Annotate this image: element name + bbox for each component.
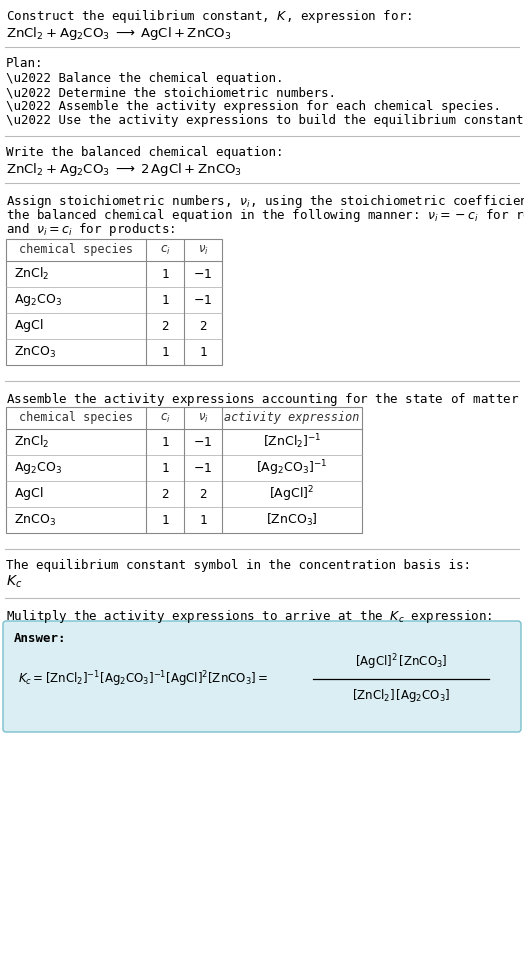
Text: 1: 1 bbox=[161, 461, 169, 475]
Text: $c_i$: $c_i$ bbox=[160, 412, 170, 425]
Text: Construct the equilibrium constant, $K$, expression for:: Construct the equilibrium constant, $K$,… bbox=[6, 8, 412, 25]
Text: $\mathrm{ZnCl_2}$: $\mathrm{ZnCl_2}$ bbox=[14, 266, 49, 282]
Text: $\mathrm{ZnCO_3}$: $\mathrm{ZnCO_3}$ bbox=[14, 345, 56, 360]
Text: $-1$: $-1$ bbox=[193, 461, 213, 475]
Text: 1: 1 bbox=[199, 345, 207, 359]
Text: \u2022 Assemble the activity expression for each chemical species.: \u2022 Assemble the activity expression … bbox=[6, 100, 501, 113]
Text: $K_c = [\mathrm{ZnCl_2}]^{-1} [\mathrm{Ag_2CO_3}]^{-1} [\mathrm{AgCl}]^{2} [\mat: $K_c = [\mathrm{ZnCl_2}]^{-1} [\mathrm{A… bbox=[18, 669, 268, 689]
Text: the balanced chemical equation in the following manner: $\nu_i = -c_i$ for react: the balanced chemical equation in the fo… bbox=[6, 207, 524, 224]
Text: 2: 2 bbox=[161, 320, 169, 332]
Text: $\mathrm{ZnCl_2 + Ag_2CO_3 \;\longrightarrow\; AgCl + ZnCO_3}$: $\mathrm{ZnCl_2 + Ag_2CO_3 \;\longrighta… bbox=[6, 25, 232, 42]
Text: $[\mathrm{ZnCl_2}]^{-1}$: $[\mathrm{ZnCl_2}]^{-1}$ bbox=[263, 433, 321, 452]
Bar bbox=[6, 407, 362, 533]
Text: and $\nu_i = c_i$ for products:: and $\nu_i = c_i$ for products: bbox=[6, 221, 175, 238]
Text: $\nu_i$: $\nu_i$ bbox=[198, 412, 209, 425]
Text: $\mathrm{AgCl}$: $\mathrm{AgCl}$ bbox=[14, 485, 43, 502]
Text: Answer:: Answer: bbox=[14, 632, 67, 645]
Text: $\mathrm{ZnCl_2 + Ag_2CO_3 \;\longrightarrow\; 2\,AgCl + ZnCO_3}$: $\mathrm{ZnCl_2 + Ag_2CO_3 \;\longrighta… bbox=[6, 161, 242, 178]
Text: $[\mathrm{AgCl}]^{2}$: $[\mathrm{AgCl}]^{2}$ bbox=[269, 484, 314, 503]
Text: Plan:: Plan: bbox=[6, 57, 43, 70]
Text: $[\mathrm{AgCl}]^{2}\,[\mathrm{ZnCO_3}]$: $[\mathrm{AgCl}]^{2}\,[\mathrm{ZnCO_3}]$ bbox=[355, 653, 447, 672]
Text: \u2022 Balance the chemical equation.: \u2022 Balance the chemical equation. bbox=[6, 72, 283, 85]
Text: \u2022 Determine the stoichiometric numbers.: \u2022 Determine the stoichiometric numb… bbox=[6, 86, 336, 99]
Text: $K_c$: $K_c$ bbox=[6, 574, 23, 590]
Text: $-1$: $-1$ bbox=[193, 294, 213, 306]
Text: 1: 1 bbox=[161, 514, 169, 526]
Text: 1: 1 bbox=[161, 345, 169, 359]
Text: $\nu_i$: $\nu_i$ bbox=[198, 243, 209, 256]
Text: 2: 2 bbox=[199, 487, 207, 501]
Text: \u2022 Use the activity expressions to build the equilibrium constant expression: \u2022 Use the activity expressions to b… bbox=[6, 114, 524, 127]
Text: Write the balanced chemical equation:: Write the balanced chemical equation: bbox=[6, 146, 283, 159]
Text: $\mathrm{Ag_2CO_3}$: $\mathrm{Ag_2CO_3}$ bbox=[14, 460, 62, 476]
Text: 2: 2 bbox=[161, 487, 169, 501]
Bar bbox=[6, 239, 222, 365]
Text: $[\mathrm{Ag_2CO_3}]^{-1}$: $[\mathrm{Ag_2CO_3}]^{-1}$ bbox=[256, 458, 328, 478]
Text: 1: 1 bbox=[161, 294, 169, 306]
Text: $\mathrm{AgCl}$: $\mathrm{AgCl}$ bbox=[14, 318, 43, 335]
Text: $c_i$: $c_i$ bbox=[160, 243, 170, 256]
Text: chemical species: chemical species bbox=[19, 412, 133, 425]
Text: 1: 1 bbox=[199, 514, 207, 526]
Text: $\mathrm{ZnCO_3}$: $\mathrm{ZnCO_3}$ bbox=[14, 512, 56, 527]
Text: $-1$: $-1$ bbox=[193, 268, 213, 280]
Text: 1: 1 bbox=[161, 435, 169, 449]
Text: $\mathrm{ZnCl_2}$: $\mathrm{ZnCl_2}$ bbox=[14, 434, 49, 450]
Text: chemical species: chemical species bbox=[19, 243, 133, 256]
FancyBboxPatch shape bbox=[3, 621, 521, 732]
Text: Mulitply the activity expressions to arrive at the $K_c$ expression:: Mulitply the activity expressions to arr… bbox=[6, 608, 493, 625]
Text: $[\mathrm{ZnCl_2}]\,[\mathrm{Ag_2CO_3}]$: $[\mathrm{ZnCl_2}]\,[\mathrm{Ag_2CO_3}]$ bbox=[352, 687, 450, 704]
Text: The equilibrium constant symbol in the concentration basis is:: The equilibrium constant symbol in the c… bbox=[6, 559, 471, 572]
Text: $\mathrm{Ag_2CO_3}$: $\mathrm{Ag_2CO_3}$ bbox=[14, 292, 62, 308]
Text: 2: 2 bbox=[199, 320, 207, 332]
Text: $[\mathrm{ZnCO_3}]$: $[\mathrm{ZnCO_3}]$ bbox=[266, 512, 318, 528]
Text: $-1$: $-1$ bbox=[193, 435, 213, 449]
Text: activity expression: activity expression bbox=[224, 412, 359, 425]
Text: 1: 1 bbox=[161, 268, 169, 280]
Text: Assemble the activity expressions accounting for the state of matter and $\nu_i$: Assemble the activity expressions accoun… bbox=[6, 391, 524, 408]
Text: Assign stoichiometric numbers, $\nu_i$, using the stoichiometric coefficients, $: Assign stoichiometric numbers, $\nu_i$, … bbox=[6, 193, 524, 210]
